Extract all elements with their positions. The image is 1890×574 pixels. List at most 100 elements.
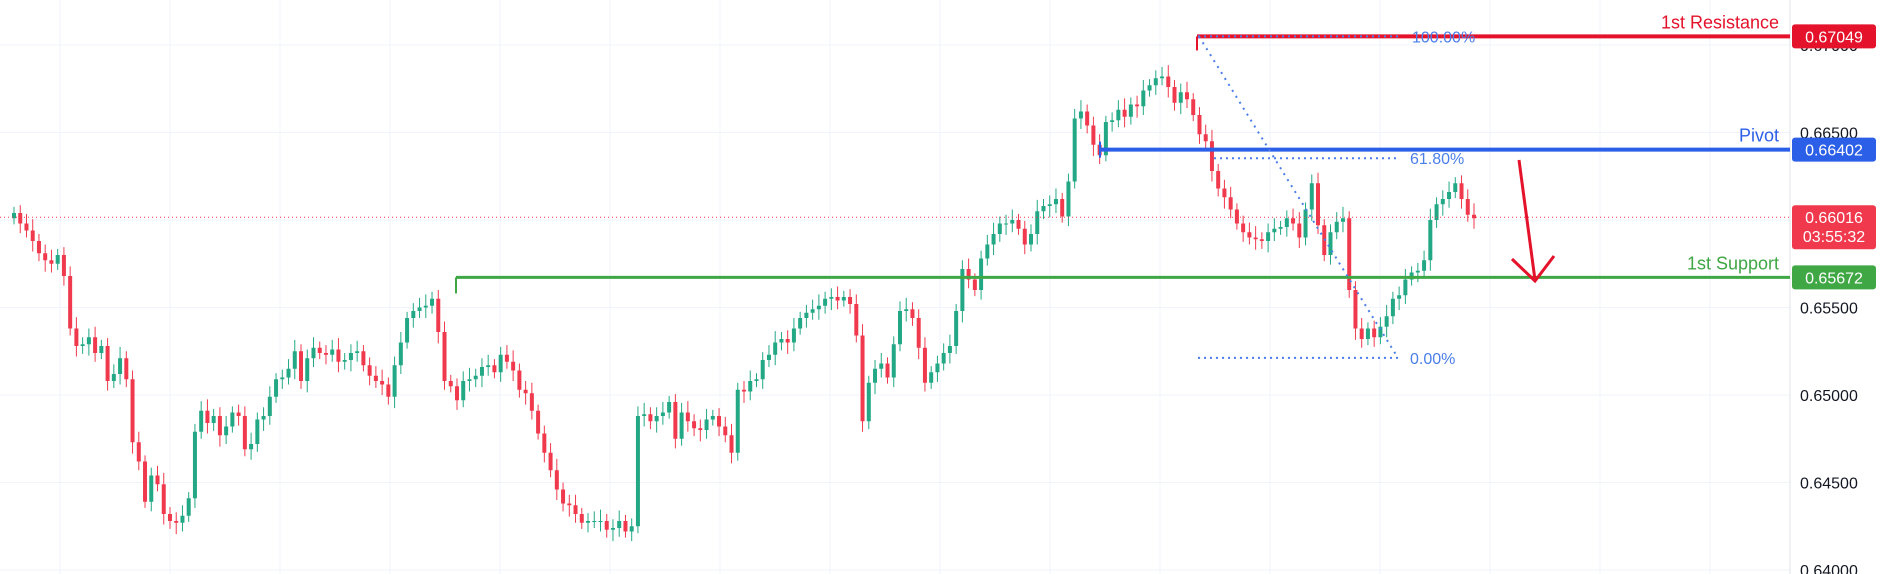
candle-down xyxy=(442,321,447,390)
candle-up xyxy=(12,206,16,225)
candle-body xyxy=(773,342,778,355)
candle-down xyxy=(174,512,179,535)
candle-body xyxy=(1359,328,1364,339)
candle-up xyxy=(773,331,778,366)
candle-body xyxy=(1172,87,1177,103)
candle-up xyxy=(679,402,684,446)
candle-down xyxy=(523,381,528,405)
candle-body xyxy=(660,412,665,416)
candle-body xyxy=(679,412,684,439)
pivot-label: Pivot xyxy=(1739,126,1779,146)
candle-body xyxy=(1390,298,1395,317)
candle-body xyxy=(567,503,572,506)
candle-down xyxy=(448,374,453,393)
candle-down xyxy=(1472,203,1476,229)
candle-down xyxy=(1247,222,1252,245)
candle-body xyxy=(317,347,322,353)
candle-body xyxy=(866,382,871,422)
candle-down xyxy=(554,458,559,500)
candle-up xyxy=(280,369,285,389)
candle-up xyxy=(1272,218,1277,241)
candle-up xyxy=(667,395,672,419)
candle-body xyxy=(1422,260,1427,271)
candle-up xyxy=(430,291,435,314)
candle-body xyxy=(1384,316,1389,327)
candle-body xyxy=(1022,228,1027,245)
candle-up xyxy=(879,353,884,378)
candle-down xyxy=(299,344,304,389)
candle-up xyxy=(479,358,484,388)
candle-up xyxy=(891,336,896,388)
candle-body xyxy=(1309,183,1314,210)
candle-up xyxy=(1278,220,1283,235)
candle-down xyxy=(373,366,378,388)
candle-body xyxy=(997,223,1002,234)
candle-up xyxy=(1365,322,1370,346)
candle-body xyxy=(554,470,559,490)
candle-up xyxy=(118,346,123,385)
candle-body xyxy=(985,244,990,259)
candle-body xyxy=(348,353,353,360)
candle-body xyxy=(1191,99,1196,115)
projection-arrow-icon xyxy=(1510,159,1556,284)
candle-body xyxy=(642,414,647,416)
candle-up xyxy=(642,402,647,427)
candle-down xyxy=(529,382,534,420)
candle-body xyxy=(916,318,921,348)
candle-body xyxy=(267,396,272,416)
candle-body xyxy=(879,363,884,369)
candle-body xyxy=(598,521,603,522)
candle-body xyxy=(280,377,285,380)
candle-up xyxy=(305,349,310,393)
price-axis[interactable]: 0.640000.645000.650000.655000.665000.670… xyxy=(1800,38,1858,574)
candle-down xyxy=(36,234,41,262)
candle-body xyxy=(947,346,952,353)
candle-body xyxy=(523,389,528,394)
candle-body xyxy=(30,230,35,241)
candle-body xyxy=(941,353,946,364)
candle-body xyxy=(536,410,541,434)
candle-body xyxy=(635,416,640,527)
candle-down xyxy=(1253,226,1258,250)
candle-up xyxy=(1110,112,1115,132)
candle-body xyxy=(1010,220,1015,224)
candle-up xyxy=(292,339,297,380)
candle-down xyxy=(742,381,746,403)
candle-up xyxy=(1384,304,1389,338)
candle-up xyxy=(766,345,771,367)
candle-up xyxy=(267,386,272,425)
candle-body xyxy=(1222,188,1227,198)
candle-body xyxy=(1259,239,1264,241)
candle-body xyxy=(454,386,459,401)
candle-up xyxy=(1403,269,1408,304)
candle-down xyxy=(1135,95,1140,118)
candle-up xyxy=(873,360,878,395)
candle-body xyxy=(692,421,697,429)
candle-down xyxy=(1459,175,1464,209)
candle-down xyxy=(573,494,578,523)
candle-down xyxy=(548,443,553,478)
candle-body xyxy=(330,349,335,355)
candle-body xyxy=(517,370,522,390)
candle-body xyxy=(249,444,254,450)
candle-body xyxy=(336,349,341,362)
candle-body xyxy=(1004,223,1009,225)
candle-up xyxy=(991,222,996,255)
candle-body xyxy=(111,374,116,381)
candle-body xyxy=(1234,209,1239,224)
candle-up xyxy=(816,294,821,320)
candle-up xyxy=(286,359,291,385)
candle-body xyxy=(729,435,734,453)
candle-body xyxy=(966,269,971,280)
candle-up xyxy=(985,234,990,266)
candle-down xyxy=(673,394,678,449)
candle-down xyxy=(1085,104,1090,134)
candle-body xyxy=(392,365,397,397)
candle-body xyxy=(1053,199,1058,205)
candle-body xyxy=(542,433,547,453)
candle-body xyxy=(1459,183,1464,199)
candle-down xyxy=(1359,318,1364,348)
candle-body xyxy=(1047,204,1052,206)
candle-body xyxy=(55,255,60,264)
